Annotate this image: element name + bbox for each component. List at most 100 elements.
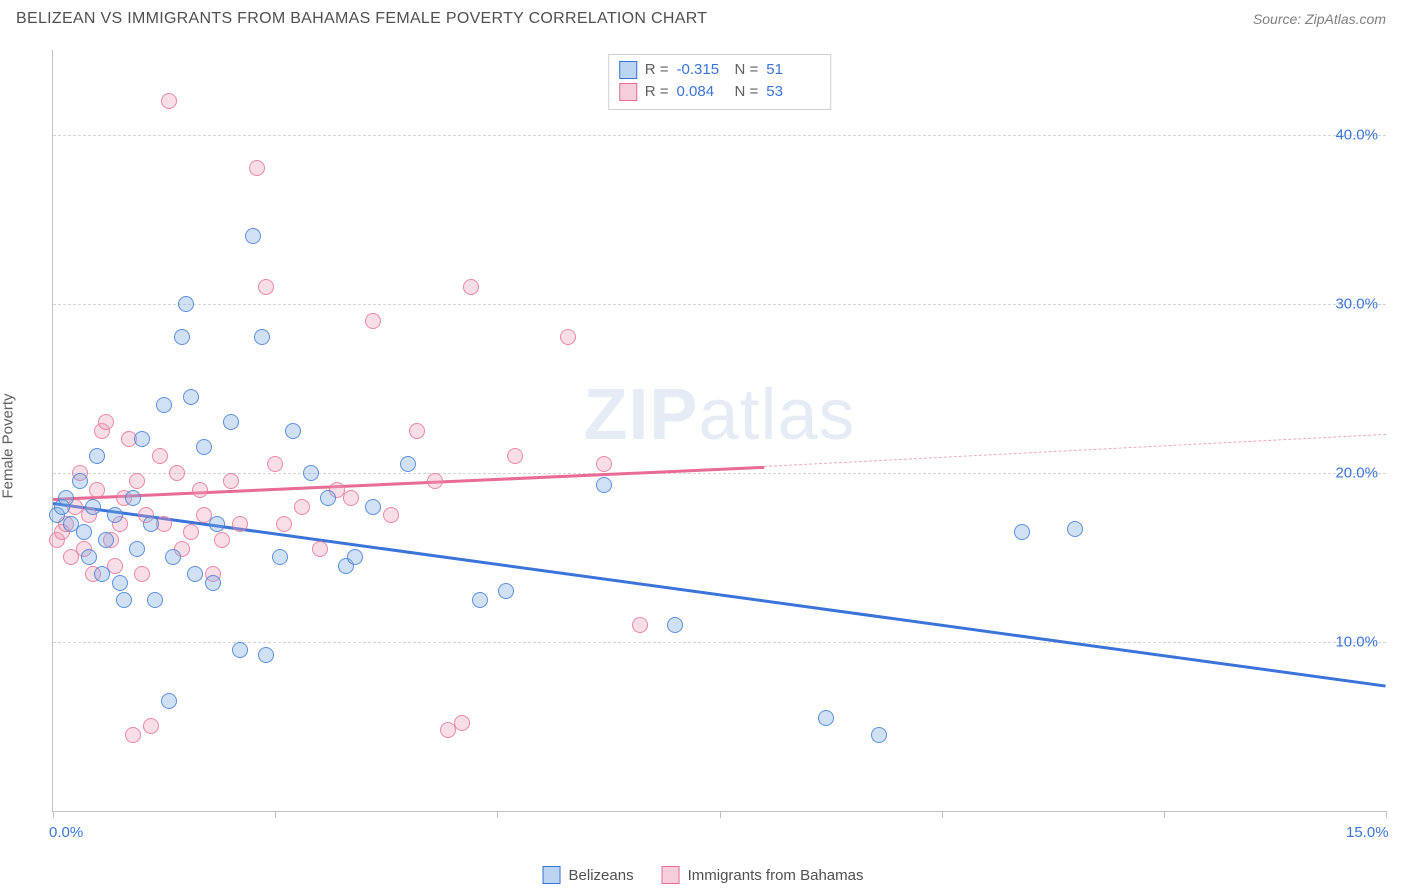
- data-point-pink: [312, 541, 328, 557]
- data-point-blue: [183, 389, 199, 405]
- gridline-h: [53, 135, 1386, 136]
- data-point-blue: [89, 448, 105, 464]
- data-point-pink: [365, 313, 381, 329]
- data-point-blue: [232, 642, 248, 658]
- data-point-pink: [152, 448, 168, 464]
- data-point-blue: [365, 499, 381, 515]
- stats-legend-box: R = -0.315 N = 51 R = 0.084 N = 53: [608, 54, 832, 110]
- data-point-blue: [254, 329, 270, 345]
- x-tick: [275, 811, 276, 818]
- data-point-pink: [192, 482, 208, 498]
- data-point-blue: [272, 549, 288, 565]
- data-point-blue: [187, 566, 203, 582]
- data-point-blue: [245, 228, 261, 244]
- data-point-blue: [81, 549, 97, 565]
- trend-line: [53, 502, 1386, 687]
- data-point-blue: [58, 490, 74, 506]
- data-point-blue: [129, 541, 145, 557]
- stats-row-pink: R = 0.084 N = 53: [619, 81, 817, 103]
- data-point-blue: [85, 499, 101, 515]
- trend-line: [764, 434, 1386, 467]
- y-tick-label: 20.0%: [1335, 464, 1378, 481]
- data-point-blue: [498, 583, 514, 599]
- series-legend: Belizeans Immigrants from Bahamas: [543, 866, 864, 884]
- data-point-blue: [667, 617, 683, 633]
- data-point-pink: [343, 490, 359, 506]
- data-point-blue: [174, 329, 190, 345]
- data-point-blue: [116, 592, 132, 608]
- data-point-blue: [72, 473, 88, 489]
- data-point-blue: [98, 532, 114, 548]
- gridline-h: [53, 473, 1386, 474]
- data-point-pink: [267, 456, 283, 472]
- data-point-blue: [107, 507, 123, 523]
- data-point-pink: [409, 423, 425, 439]
- data-point-pink: [169, 465, 185, 481]
- data-point-blue: [125, 490, 141, 506]
- data-point-blue: [285, 423, 301, 439]
- data-point-blue: [156, 397, 172, 413]
- data-point-pink: [560, 329, 576, 345]
- data-point-blue: [196, 439, 212, 455]
- swatch-blue-icon: [543, 866, 561, 884]
- gridline-h: [53, 642, 1386, 643]
- data-point-blue: [472, 592, 488, 608]
- data-point-blue: [871, 727, 887, 743]
- swatch-blue-icon: [619, 61, 637, 79]
- data-point-blue: [818, 710, 834, 726]
- data-point-blue: [596, 477, 612, 493]
- data-point-pink: [258, 279, 274, 295]
- data-point-blue: [303, 465, 319, 481]
- data-point-pink: [214, 532, 230, 548]
- data-point-pink: [98, 414, 114, 430]
- data-point-blue: [165, 549, 181, 565]
- legend-item-pink: Immigrants from Bahamas: [662, 866, 864, 884]
- data-point-blue: [400, 456, 416, 472]
- data-point-pink: [383, 507, 399, 523]
- x-tick-label: 15.0%: [1346, 824, 1389, 841]
- data-point-pink: [276, 516, 292, 532]
- y-axis-label: Female Poverty: [0, 393, 17, 498]
- swatch-pink-icon: [662, 866, 680, 884]
- data-point-pink: [463, 279, 479, 295]
- data-point-blue: [147, 592, 163, 608]
- data-point-blue: [112, 575, 128, 591]
- legend-item-blue: Belizeans: [543, 866, 634, 884]
- data-point-pink: [129, 473, 145, 489]
- data-point-pink: [232, 516, 248, 532]
- data-point-blue: [205, 575, 221, 591]
- y-tick-label: 10.0%: [1335, 633, 1378, 650]
- x-tick: [497, 811, 498, 818]
- data-point-pink: [507, 448, 523, 464]
- data-point-blue: [258, 647, 274, 663]
- watermark: ZIPatlas: [583, 374, 855, 456]
- source-attribution: Source: ZipAtlas.com: [1253, 11, 1386, 27]
- data-point-pink: [596, 456, 612, 472]
- data-point-blue: [1067, 521, 1083, 537]
- data-point-pink: [134, 566, 150, 582]
- y-tick-label: 30.0%: [1335, 295, 1378, 312]
- stats-row-blue: R = -0.315 N = 51: [619, 59, 817, 81]
- plot-region: ZIPatlas R = -0.315 N = 51 R = 0.084 N =…: [52, 50, 1386, 812]
- x-tick: [53, 811, 54, 818]
- data-point-blue: [134, 431, 150, 447]
- x-tick: [1164, 811, 1165, 818]
- y-tick-label: 40.0%: [1335, 126, 1378, 143]
- x-tick-label: 0.0%: [49, 824, 83, 841]
- data-point-pink: [183, 524, 199, 540]
- chart-title: BELIZEAN VS IMMIGRANTS FROM BAHAMAS FEMA…: [16, 10, 707, 28]
- data-point-blue: [320, 490, 336, 506]
- data-point-pink: [249, 160, 265, 176]
- data-point-blue: [161, 693, 177, 709]
- chart-area: Female Poverty ZIPatlas R = -0.315 N = 5…: [16, 50, 1386, 842]
- data-point-pink: [294, 499, 310, 515]
- x-tick: [942, 811, 943, 818]
- data-point-pink: [125, 727, 141, 743]
- data-point-blue: [223, 414, 239, 430]
- data-point-pink: [454, 715, 470, 731]
- data-point-blue: [76, 524, 92, 540]
- swatch-pink-icon: [619, 83, 637, 101]
- data-point-blue: [347, 549, 363, 565]
- chart-header: BELIZEAN VS IMMIGRANTS FROM BAHAMAS FEMA…: [0, 0, 1406, 36]
- data-point-pink: [143, 718, 159, 734]
